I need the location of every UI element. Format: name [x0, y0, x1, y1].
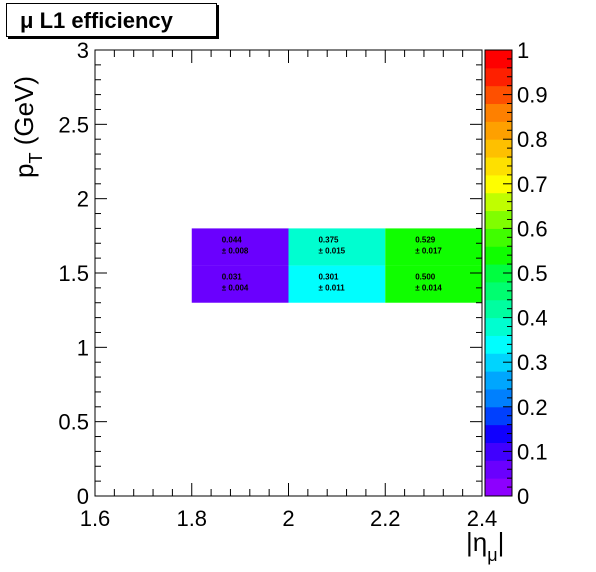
palette-segment	[485, 371, 512, 390]
palette-segment	[485, 246, 512, 265]
cell-error-label: ± 0.008	[222, 247, 249, 256]
palette-segment	[485, 335, 512, 354]
x-axis-label: |ημ|	[466, 527, 504, 565]
y-tick-label: 3	[77, 38, 89, 63]
palette-tick-label: 0.3	[517, 350, 548, 375]
palette-segment	[485, 85, 512, 105]
palette-tick-label: 0.7	[517, 172, 548, 197]
x-tick-label: 2	[282, 506, 294, 531]
palette-segment	[485, 192, 512, 212]
x-tick-label: 1.8	[176, 506, 207, 531]
cell-value-label: 0.301	[318, 273, 339, 282]
palette-segment	[485, 442, 512, 461]
chart-title: μ L1 efficiency	[20, 8, 173, 33]
title-box: μ L1 efficiency	[6, 3, 217, 37]
palette-tick-label: 0.1	[517, 439, 548, 464]
y-tick-label: 0.5	[58, 410, 89, 435]
palette-segment	[485, 406, 512, 426]
palette-segment	[485, 460, 512, 479]
palette-segment	[485, 139, 512, 158]
cell-value-label: 0.500	[415, 273, 436, 282]
heatmap-cell	[191, 228, 289, 266]
palette-tick-label: 0.5	[517, 261, 548, 286]
x-tick-label: 2.2	[370, 506, 401, 531]
heatmap-cell	[191, 265, 289, 303]
cell-error-label: ± 0.015	[318, 247, 345, 256]
palette-segment	[485, 281, 512, 301]
y-tick-label: 1.5	[58, 261, 89, 286]
palette-segment	[485, 424, 512, 443]
cell-value-label: 0.031	[222, 273, 243, 282]
cell-value-label: 0.529	[415, 236, 436, 245]
palette-tick-label: 0.6	[517, 216, 548, 241]
heatmap-cell	[385, 228, 482, 266]
palette-segment	[485, 210, 512, 229]
y-axis-label: pT (GeV)	[9, 76, 46, 178]
y-tick-label: 2	[77, 187, 89, 212]
palette-segment	[485, 228, 512, 247]
palette-segment	[485, 317, 512, 336]
x-tick-label: 2.4	[467, 506, 498, 531]
palette-segment	[485, 157, 512, 176]
palette-segment	[485, 121, 512, 140]
palette-segment	[485, 353, 512, 372]
palette-segment	[485, 103, 512, 122]
palette-tick-label: 0.8	[517, 127, 548, 152]
axes: 1.6 1.8 2 2.2 2.4 0 0.5 1 1.5 2 2.5 3	[58, 38, 497, 531]
cell-value-label: 0.375	[318, 236, 339, 245]
heatmap-cell	[288, 228, 386, 266]
heatmap-cell	[288, 265, 386, 303]
palette-tick-label: 1	[517, 38, 529, 63]
cell-error-label: ± 0.014	[415, 284, 442, 293]
palette-tick-label: 0.9	[517, 83, 548, 108]
palette-segment	[485, 299, 512, 319]
color-palette: 0 0.1 0.2 0.3 0.4 0.5 0.6 0.7 0.8 0.9 1	[484, 38, 548, 509]
x-tick-label: 1.6	[80, 506, 111, 531]
cell-error-label: ± 0.017	[415, 247, 442, 256]
palette-segment	[485, 67, 512, 87]
heatmap-cell	[385, 265, 482, 303]
palette-segment	[485, 174, 512, 194]
cell-error-label: ± 0.011	[318, 284, 345, 293]
palette-segment	[485, 264, 512, 283]
y-tick-label: 2.5	[58, 112, 89, 137]
palette-segment	[485, 50, 512, 69]
palette-tick-label: 0	[517, 484, 529, 509]
palette-tick-label: 0.2	[517, 395, 548, 420]
palette-tick-label: 0.4	[517, 306, 548, 331]
palette-segment	[485, 478, 512, 497]
heatmap-cells: 0.044 ± 0.008 0.375 ± 0.015 0.529 ± 0.017 0.03…	[191, 228, 482, 303]
y-tick-label: 0	[77, 484, 89, 509]
cell-value-label: 0.044	[222, 236, 243, 245]
y-tick-label: 1	[77, 335, 89, 360]
palette-segment	[485, 388, 512, 408]
cell-error-label: ± 0.004	[222, 284, 249, 293]
